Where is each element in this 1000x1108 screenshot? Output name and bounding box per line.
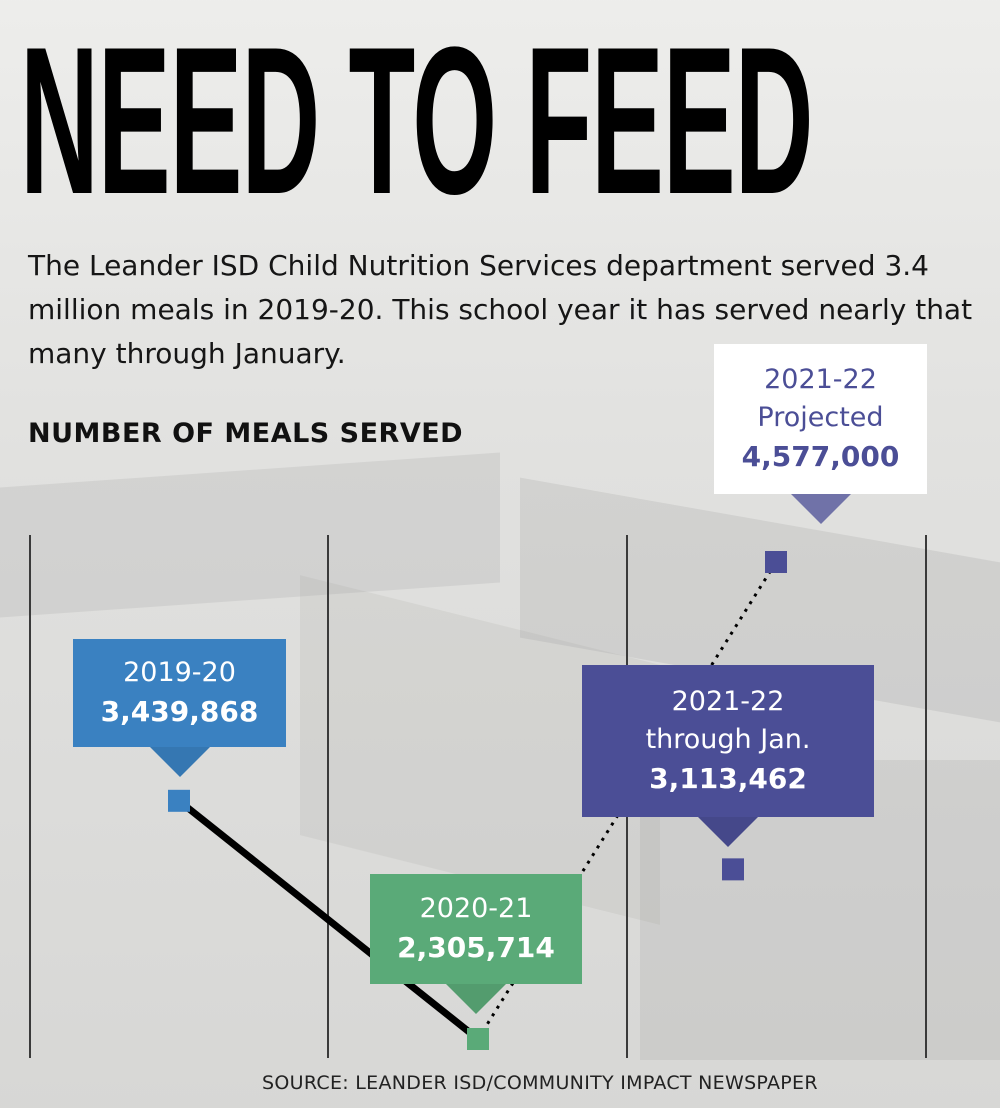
data-label-box: 2019-20 3,439,868 [73, 639, 286, 777]
data-label-period: 2020-21 [419, 893, 533, 924]
data-point-marker [765, 551, 787, 573]
data-point-marker [168, 789, 190, 812]
data-label-period: 2019-20 [123, 657, 236, 688]
chart-title: NUMBER OF MEALS SERVED [28, 418, 464, 449]
data-label-value: 2,305,714 [397, 931, 555, 964]
data-label-pointer [698, 817, 758, 847]
data-label-value: 3,113,462 [649, 762, 807, 795]
data-label-value: 3,439,868 [100, 695, 259, 728]
data-label-pointer [149, 747, 210, 777]
data-point-marker [722, 858, 744, 881]
source-credit: SOURCE: LEANDER ISD/COMMUNITY IMPACT NEW… [262, 1072, 818, 1094]
intro-text: The Leander ISD Child Nutrition Services… [28, 249, 973, 370]
data-point-marker [467, 1028, 489, 1050]
data-label-box: 2021-22 through Jan. 3,113,462 [582, 665, 874, 847]
data-label-note: Projected [757, 402, 884, 433]
data-label-pointer [446, 984, 506, 1014]
data-label-box: 2021-22 Projected 4,577,000 [714, 344, 927, 524]
data-label-pointer [790, 494, 851, 524]
data-label-value: 4,577,000 [741, 440, 900, 473]
data-label-note: through Jan. [645, 724, 811, 755]
series-line-actual [176, 798, 481, 1042]
data-label-box: 2020-21 2,305,714 [370, 874, 582, 1014]
data-label-period: 2021-22 [764, 364, 877, 395]
data-label-period: 2021-22 [671, 686, 785, 717]
